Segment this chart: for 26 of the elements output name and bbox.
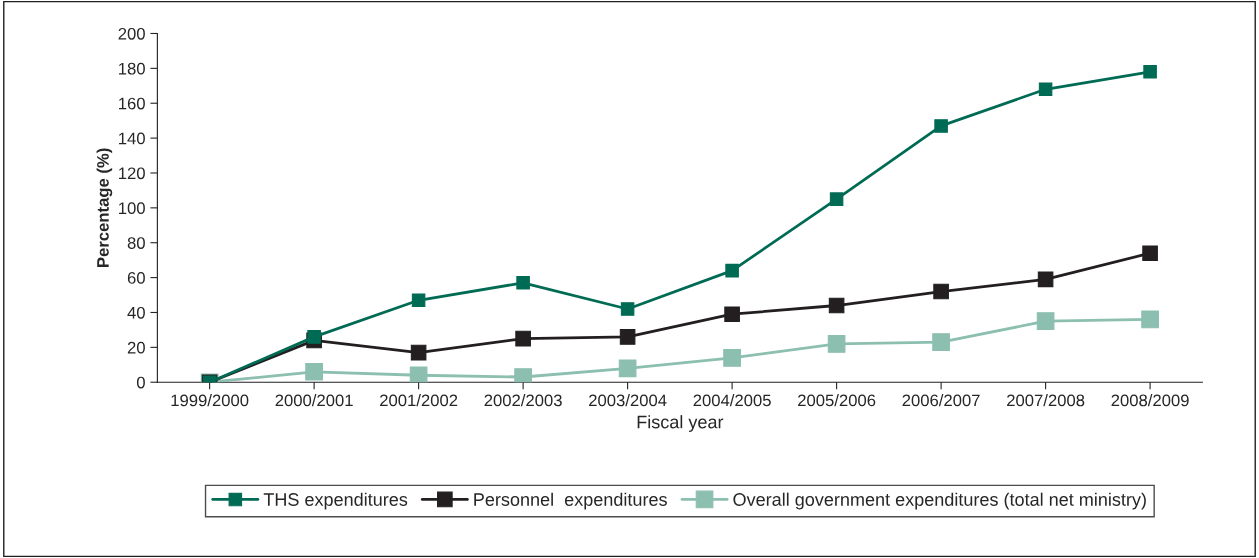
y-tick-label: 200	[118, 27, 145, 40]
x-tick-label: 2007/2008	[1007, 394, 1085, 407]
y-tick-label: 80	[127, 237, 145, 249]
y-tick-label: 0	[136, 376, 145, 389]
x-axis-title: Fiscal year	[637, 415, 724, 432]
y-tick-label: 40	[127, 306, 145, 319]
y-tick-label: 60	[127, 272, 145, 284]
x-tick-label: 2000/2001	[275, 394, 353, 407]
x-tick-label: 2001/2002	[380, 394, 458, 407]
x-tick-label: 2004/2005	[693, 394, 771, 407]
y-tick-label: 120	[119, 167, 145, 180]
y-tick-label: 180	[119, 62, 145, 75]
y-tick-label: 140	[119, 132, 145, 145]
y-tick-label: 160	[119, 97, 145, 110]
x-tick-label: 2006/2007	[902, 394, 980, 407]
x-tick-label: 2008/2009	[1111, 394, 1189, 407]
x-tick-label: 2003/2004	[589, 394, 667, 407]
x-tick-label: 2002/2003	[484, 394, 562, 407]
y-axis-title: Percentage (%)	[96, 148, 113, 267]
legend-label: Overall government expenditures (total net ministry)	[733, 492, 1146, 510]
y-tick-label: 20	[127, 341, 145, 354]
legend-label: THS expenditures	[263, 492, 408, 510]
y-tick-label: 100	[119, 202, 145, 215]
x-tick-label: 1999/2000	[171, 394, 249, 407]
legend-label: Personnel expenditures	[474, 492, 667, 510]
x-tick-label: 2005/2006	[798, 394, 876, 407]
